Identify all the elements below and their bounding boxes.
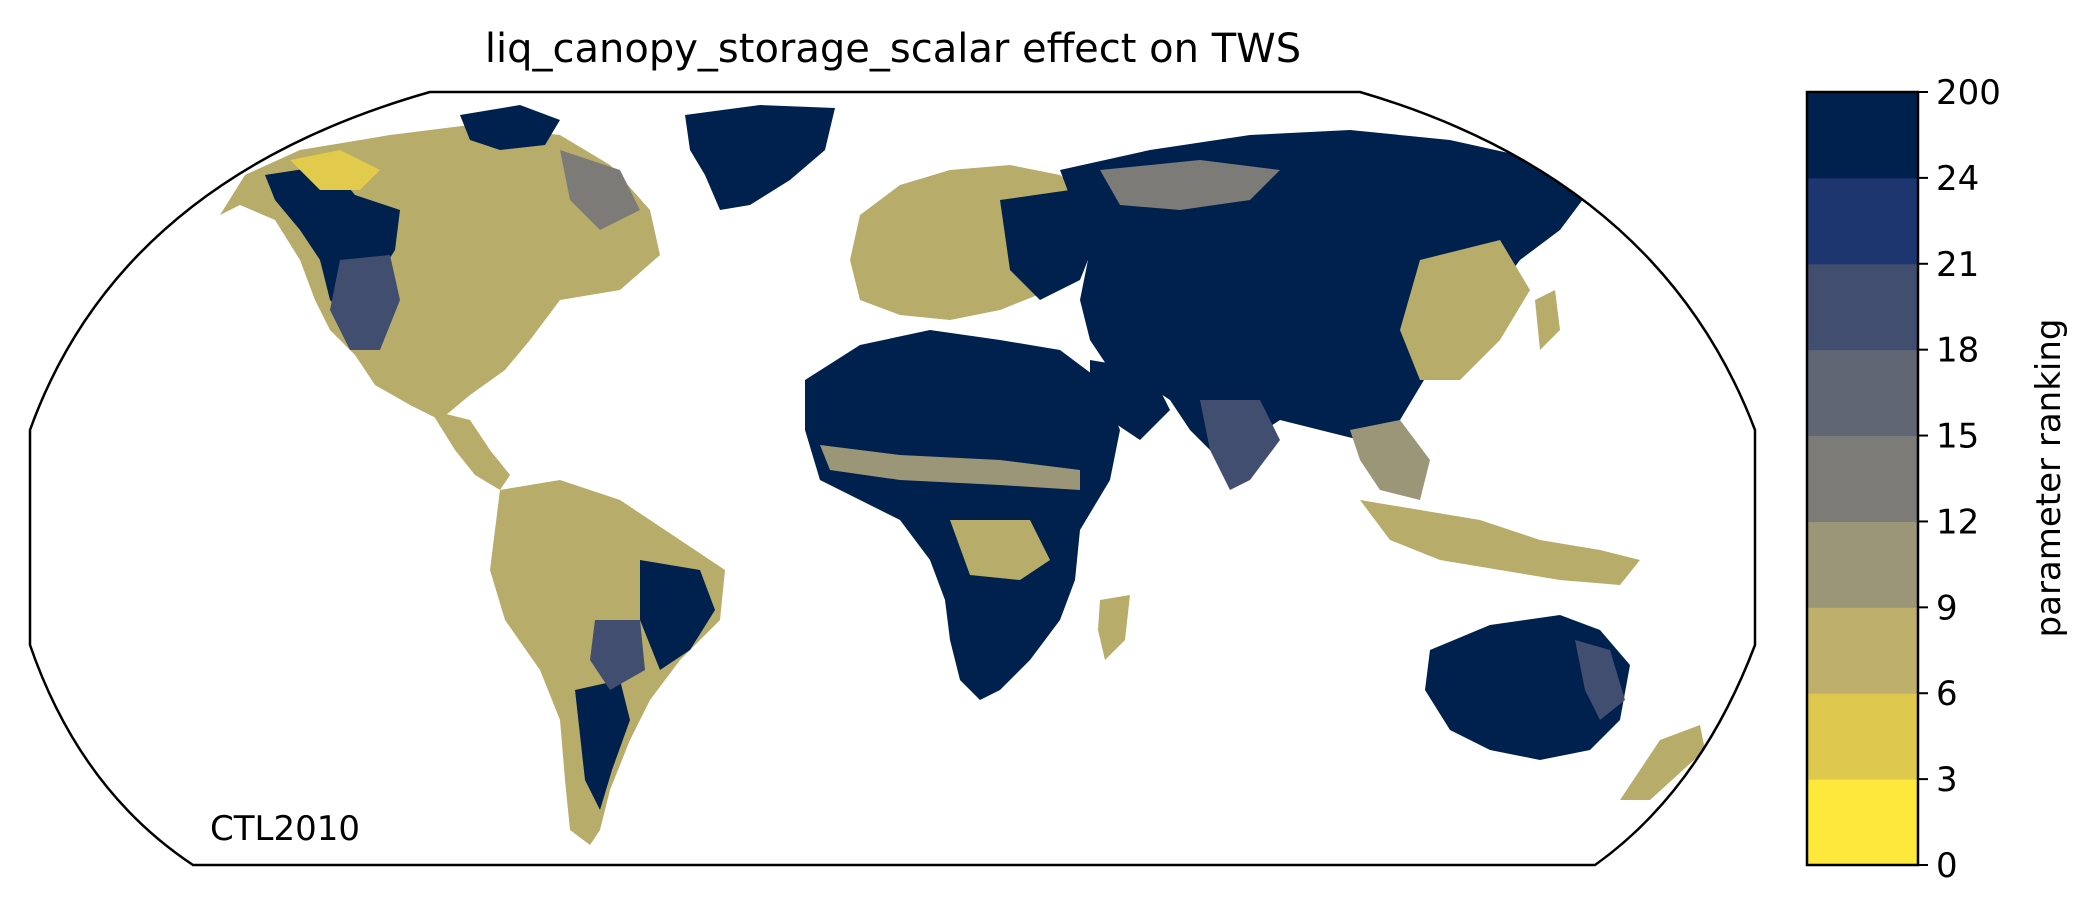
southeast-asia [1350,420,1430,500]
colorbar-label: parameter ranking [2029,319,2069,638]
colorbar-swatch [1807,177,1918,265]
madagascar [1098,595,1130,660]
colorbar-swatch [1807,693,1918,780]
greenland [685,105,835,210]
colorbar: 0 3 6 9 12 15 18 21 24 200 parameter ranking [1805,73,2069,886]
africa-land [805,330,1120,700]
colorbar-tick-label: 24 [1936,159,1979,199]
siberia-north [1100,160,1280,210]
colorbar-swatch [1807,521,1918,608]
colorbar-frame [1805,90,1920,867]
world-map: CTL2010 [28,90,1757,867]
india [1200,400,1280,490]
colorbar-swatch [1807,779,1918,866]
south-america-mid [590,620,645,690]
colorbar-tick-label: 6 [1936,674,1958,714]
asia-land [1060,130,1590,460]
colorbar-tick-label: 21 [1936,245,1979,285]
map-title: liq_canopy_storage_scalar effect on TWS [485,26,1301,72]
colorbar-tick-label: 12 [1936,502,1979,542]
colorbar-tick-label: 0 [1936,846,1958,886]
run-label: CTL2010 [210,809,360,849]
north-america-north [290,150,380,190]
colorbar-swatch [1807,92,1918,179]
colorbar-swatch [1807,435,1918,522]
south-america-south [575,680,630,810]
colorbar-swatches [1807,92,1918,866]
australia-east [1575,640,1625,720]
arctic-islands [460,105,560,150]
central-america [430,410,510,490]
north-america-west [330,255,400,350]
colorbar-ticks: 0 3 6 9 12 15 18 21 24 200 [1918,73,2001,886]
colorbar-tick-label: 15 [1936,417,1979,457]
colorbar-tick-label: 3 [1936,760,1958,800]
hudson-region [560,150,640,230]
colorbar-swatch [1807,607,1918,694]
colorbar-tick-label: 18 [1936,331,1979,371]
land-cells [220,105,1705,845]
colorbar-tick-label: 9 [1936,588,1958,628]
colorbar-tick-label: 200 [1936,73,2001,113]
central-africa [950,520,1050,580]
colorbar-swatch [1807,263,1918,351]
europe-east [1000,190,1100,300]
new-zealand [1620,725,1705,800]
map-frame [28,90,1757,867]
east-asia [1400,240,1530,380]
indonesia [1360,500,1640,585]
colorbar-swatch [1807,349,1918,437]
south-america-east [640,560,715,670]
japan [1535,290,1560,350]
sahel-band [820,445,1080,490]
